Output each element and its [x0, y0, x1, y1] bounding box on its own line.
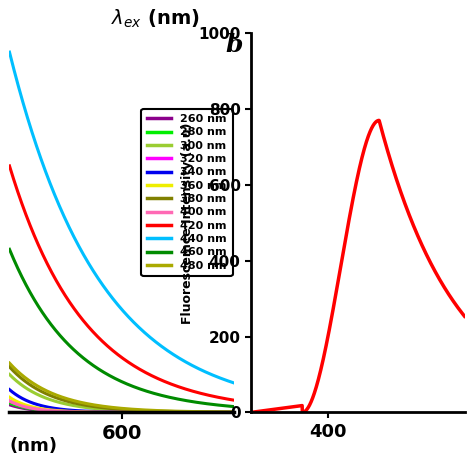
Title: $\lambda_{ex}$ (nm): $\lambda_{ex}$ (nm): [111, 8, 200, 30]
Y-axis label: Fluorescemce Intensity (a.u): Fluorescemce Intensity (a.u): [181, 122, 194, 324]
Text: (nm): (nm): [9, 437, 57, 455]
Text: b: b: [226, 33, 243, 57]
Legend: 260 nm, 280 nm, 300 nm, 320 nm, 340 nm, 360 nm, 380 nm, 400 nm, 420 nm, 440 nm, : 260 nm, 280 nm, 300 nm, 320 nm, 340 nm, …: [141, 109, 233, 276]
